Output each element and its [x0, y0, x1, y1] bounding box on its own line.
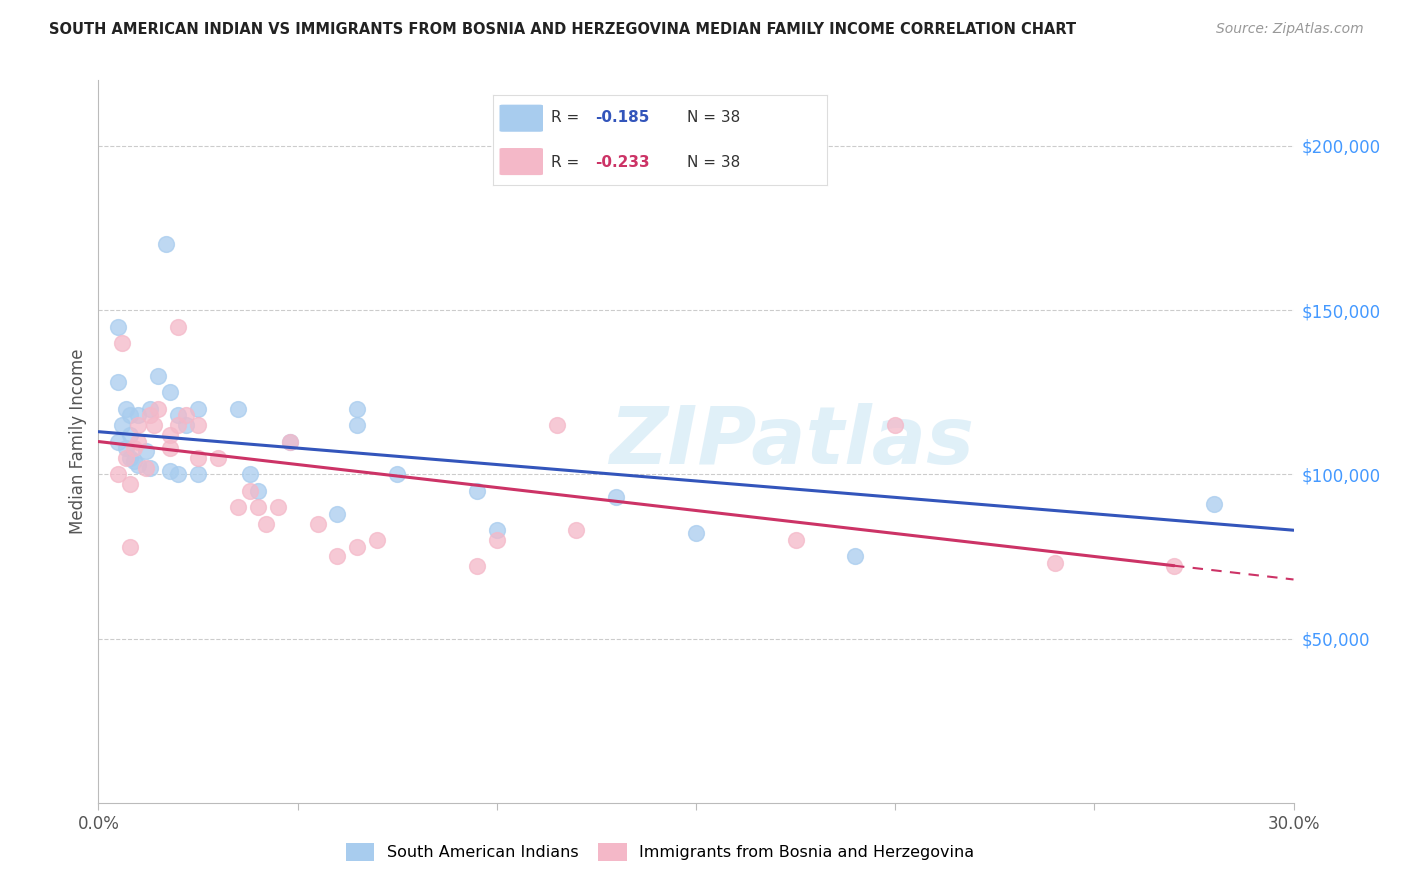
Point	[605, 491, 627, 505]
Text: SOUTH AMERICAN INDIAN VS IMMIGRANTS FROM BOSNIA AND HERZEGOVINA MEDIAN FAMILY IN: SOUTH AMERICAN INDIAN VS IMMIGRANTS FROM…	[49, 22, 1077, 37]
Point	[239, 467, 262, 482]
Point	[127, 458, 149, 472]
Point	[174, 409, 197, 423]
Point	[254, 516, 277, 531]
Point	[1043, 556, 1066, 570]
Point	[465, 483, 488, 498]
Point	[346, 418, 368, 433]
Point	[139, 401, 162, 416]
Point	[120, 450, 142, 465]
Point	[1163, 559, 1185, 574]
Point	[278, 434, 301, 449]
Point	[159, 441, 181, 455]
Point	[167, 409, 190, 423]
Point	[120, 477, 142, 491]
Point	[785, 533, 807, 547]
Point	[120, 428, 142, 442]
Point	[267, 500, 290, 515]
Point	[174, 418, 197, 433]
Point	[115, 441, 138, 455]
Point	[107, 434, 129, 449]
Point	[187, 450, 209, 465]
Point	[115, 450, 138, 465]
Point	[159, 385, 181, 400]
Point	[326, 507, 349, 521]
Point	[107, 319, 129, 334]
Point	[107, 467, 129, 482]
Point	[187, 467, 209, 482]
Point	[127, 409, 149, 423]
Point	[1202, 497, 1225, 511]
Point	[111, 336, 134, 351]
Point	[139, 409, 162, 423]
Point	[148, 368, 170, 383]
Text: Source: ZipAtlas.com: Source: ZipAtlas.com	[1216, 22, 1364, 37]
Point	[485, 533, 508, 547]
Point	[127, 434, 149, 449]
Point	[148, 401, 170, 416]
Point	[135, 460, 157, 475]
Point	[546, 418, 568, 433]
Point	[120, 540, 142, 554]
Point	[167, 418, 190, 433]
Point	[307, 516, 329, 531]
Point	[127, 418, 149, 433]
Point	[155, 237, 177, 252]
Point	[115, 401, 138, 416]
Point	[124, 454, 146, 468]
Point	[246, 483, 269, 498]
Text: ZIPatlas: ZIPatlas	[609, 402, 974, 481]
Legend: South American Indians, Immigrants from Bosnia and Herzegovina: South American Indians, Immigrants from …	[339, 837, 981, 867]
Point	[685, 526, 707, 541]
Point	[159, 464, 181, 478]
Point	[167, 319, 190, 334]
Point	[346, 401, 368, 416]
Point	[278, 434, 301, 449]
Point	[844, 549, 866, 564]
Point	[884, 418, 907, 433]
Point	[135, 444, 157, 458]
Point	[226, 500, 249, 515]
Point	[385, 467, 409, 482]
Point	[346, 540, 368, 554]
Point	[326, 549, 349, 564]
Point	[167, 467, 190, 482]
Point	[124, 441, 146, 455]
Point	[226, 401, 249, 416]
Point	[159, 428, 181, 442]
Point	[139, 460, 162, 475]
Point	[111, 418, 134, 433]
Point	[565, 523, 588, 537]
Point	[246, 500, 269, 515]
Point	[207, 450, 229, 465]
Point	[107, 376, 129, 390]
Point	[120, 409, 142, 423]
Point	[187, 418, 209, 433]
Y-axis label: Median Family Income: Median Family Income	[69, 349, 87, 534]
Point	[143, 418, 166, 433]
Point	[239, 483, 262, 498]
Point	[465, 559, 488, 574]
Point	[485, 523, 508, 537]
Point	[366, 533, 388, 547]
Point	[187, 401, 209, 416]
